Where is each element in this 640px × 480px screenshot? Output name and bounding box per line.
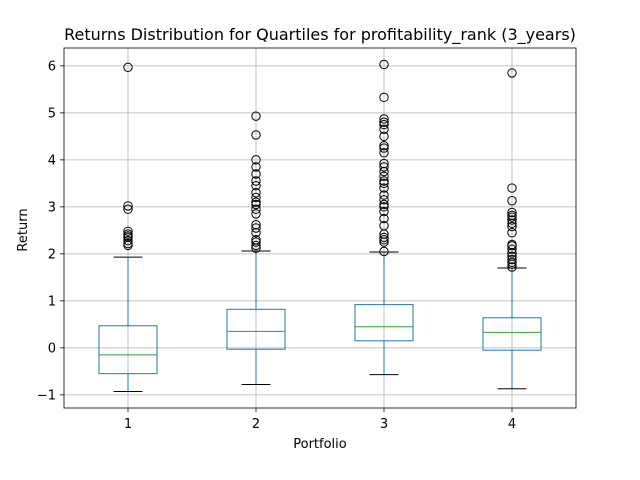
- outlier-point: [379, 246, 389, 257]
- outlier-point: [379, 235, 389, 245]
- y-axis-label: Return: [16, 208, 31, 251]
- outlier-point: [507, 221, 517, 232]
- y-tick-label: 0: [48, 341, 56, 356]
- outlier-point: [379, 92, 389, 103]
- x-tick-label: 3: [380, 417, 388, 432]
- outlier-point: [507, 196, 517, 206]
- chart-title: Returns Distribution for Quartiles for p…: [64, 25, 576, 45]
- outlier-point: [379, 232, 389, 243]
- outlier-point: [379, 199, 389, 210]
- outlier-point: [251, 204, 261, 214]
- outlier-point: [379, 141, 389, 151]
- iqr-box: [354, 304, 414, 342]
- y-tick-label: −1: [37, 388, 56, 403]
- outlier-point: [379, 124, 389, 135]
- outlier-point: [379, 202, 389, 212]
- outlier-point: [507, 239, 517, 250]
- outlier-point: [379, 176, 389, 186]
- outlier-point: [251, 223, 261, 233]
- y-tick-label: 6: [48, 59, 56, 74]
- outlier-point: [251, 220, 261, 230]
- outlier-point: [251, 199, 261, 210]
- x-tick-label: 4: [508, 417, 516, 432]
- outlier-point: [251, 111, 261, 121]
- outlier-point: [379, 143, 389, 153]
- outlier-point: [507, 254, 517, 265]
- outlier-point: [251, 176, 261, 186]
- iqr-box: [226, 308, 286, 350]
- outlier-point: [123, 204, 133, 214]
- outlier-point: [251, 169, 261, 179]
- outlier-point: [123, 226, 133, 236]
- outlier-point: [251, 197, 261, 207]
- outlier-point: [251, 130, 261, 140]
- y-tick-label: 1: [48, 294, 56, 309]
- outlier-point: [507, 262, 517, 272]
- outlier-point: [507, 68, 517, 78]
- outlier-point: [123, 201, 133, 211]
- x-tick-label: 2: [252, 417, 260, 432]
- iqr-box: [98, 325, 158, 375]
- outlier-point: [379, 190, 389, 200]
- outlier-point: [507, 257, 517, 268]
- iqr-box: [482, 317, 542, 351]
- box-group-4: [482, 68, 542, 390]
- outlier-point: [507, 183, 517, 193]
- outlier-point: [379, 114, 389, 124]
- outlier-point: [123, 238, 133, 249]
- outlier-point: [507, 227, 517, 238]
- outlier-point: [251, 240, 261, 251]
- outlier-point: [251, 209, 261, 219]
- outlier-point: [379, 119, 389, 130]
- outlier-point: [251, 235, 261, 245]
- outlier-point: [251, 188, 261, 198]
- plot-layer: [98, 59, 542, 393]
- outlier-point: [251, 155, 261, 165]
- y-tick-label: 5: [48, 106, 56, 121]
- outlier-point: [379, 220, 389, 231]
- outlier-point: [251, 162, 261, 172]
- x-tick-label: 1: [124, 417, 132, 432]
- outlier-point: [379, 206, 389, 217]
- outlier-point: [379, 195, 389, 205]
- outlier-point: [379, 158, 389, 169]
- outlier-point: [507, 210, 517, 221]
- outlier-point: [379, 117, 389, 127]
- outlier-point: [379, 148, 389, 158]
- axis-layer: −1 0 1 2 3 4 5 6 1 2 3 4: [37, 47, 577, 432]
- outlier-point: [507, 215, 517, 225]
- outlier-point: [507, 251, 517, 261]
- y-tick-label: 4: [48, 153, 56, 168]
- outlier-point: [507, 244, 517, 254]
- box-group-2: [226, 111, 286, 386]
- outlier-point: [379, 183, 389, 193]
- outlier-point: [123, 235, 133, 246]
- outlier-point: [379, 59, 389, 70]
- outlier-point: [379, 131, 389, 142]
- box-group-3: [354, 59, 414, 376]
- x-axis-label: Portfolio: [293, 437, 347, 452]
- outlier-point: [251, 192, 261, 203]
- outlier-point: [123, 229, 133, 239]
- plot-frame: [63, 47, 577, 409]
- outlier-point: [379, 171, 389, 182]
- outlier-point: [507, 207, 517, 218]
- outlier-point: [251, 181, 261, 191]
- outlier-point: [379, 213, 389, 224]
- outlier-point: [123, 62, 133, 72]
- y-tick-label: 2: [48, 247, 56, 262]
- outlier-point: [251, 237, 261, 247]
- box-group-1: [98, 62, 158, 393]
- outlier-point: [379, 162, 389, 172]
- outlier-point: [379, 178, 389, 189]
- y-tick-label: 3: [48, 200, 56, 215]
